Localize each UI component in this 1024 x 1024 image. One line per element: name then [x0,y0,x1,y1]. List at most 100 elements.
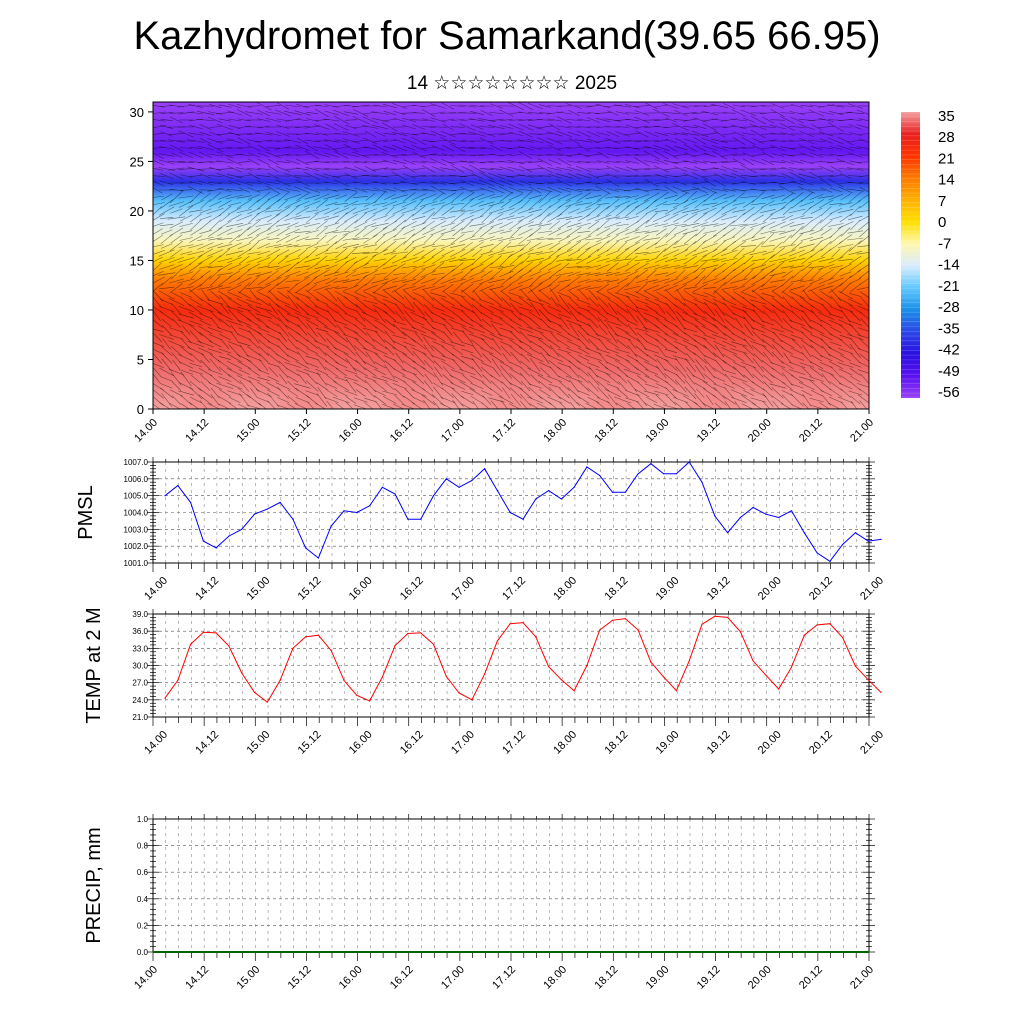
data-point [535,636,537,638]
y-axis-label: TEMP at 2 M [83,607,105,723]
warm-surface-blob [577,347,650,409]
data-point [765,513,767,515]
y-tick-label: 36.0 [132,627,148,636]
data-point [536,951,538,953]
x-tick-label: 20.12 [807,575,835,603]
data-point [356,511,358,514]
data-point [817,951,819,953]
data-point [266,701,268,703]
data-point [190,951,192,953]
data-point [752,506,754,509]
data-point [778,951,781,953]
x-tick-label: 16.00 [347,729,375,757]
data-point [637,473,639,475]
data-point [382,951,384,953]
pressure-panel: 1001.0 1002.0 1003.0 1004.0 1005.0 1006.0 1007… [75,457,886,603]
data-point [867,540,869,542]
y-tick-label: 0.4 [137,895,149,904]
data-point [177,485,179,487]
data-point [471,699,473,701]
data-point [804,951,806,953]
data-point [855,951,857,953]
x-tick-label: 20.00 [746,417,774,445]
data-point [611,619,614,621]
data-point [868,951,870,953]
data-point [548,490,550,492]
x-tick-label: 21.00 [858,575,886,603]
y-tick-label: 0.8 [137,842,149,851]
x-tick-label: 16.12 [398,575,426,603]
data-point [369,951,371,953]
data-point [573,486,575,488]
data-point [471,479,473,482]
y-tick-label: 30 [130,105,144,120]
x-tick-label: 20.00 [746,964,774,992]
x-tick-label: 14.12 [193,729,221,757]
series-line [164,615,882,703]
x-tick-label: 15.12 [286,417,314,445]
data-point [228,535,230,537]
data-point [445,675,447,678]
data-point [791,951,793,953]
x-tick-label: 14.00 [142,575,170,603]
data-point [675,473,678,475]
data-point [650,661,652,663]
y-tick-label: 21.0 [132,713,148,722]
data-point [714,615,716,617]
data-point [202,540,204,542]
y-tick-label: 0.2 [137,921,149,930]
x-tick-label: 15.00 [244,729,272,757]
data-point [523,951,525,953]
data-point [344,951,346,953]
data-point [484,673,486,675]
x-tick-label: 19.12 [695,417,723,445]
x-tick-label: 19.00 [654,729,682,757]
colorbar-label: -49 [938,363,960,380]
x-tick-label: 18.00 [541,964,569,992]
x-tick-label: 19.12 [705,575,733,603]
x-tick-label: 16.00 [337,417,365,445]
x-tick-label: 19.00 [644,417,672,445]
data-point [727,951,730,953]
x-tick-label: 19.00 [644,964,672,992]
data-point [624,491,626,493]
data-point [651,951,653,953]
data-point [420,951,423,953]
warm-surface-blob [679,347,752,409]
data-point [330,650,332,652]
data-point [587,951,589,953]
data-point [178,951,180,953]
colorbar-label: -28 [938,299,960,316]
data-point [164,697,166,699]
x-tick-label: 18.00 [551,729,579,757]
y-tick-label: 1007.0 [124,458,149,467]
precipitation-panel: 0.0 0.2 0.4 0.6 0.8 1.0 14.00 14.12 15.00 15.12 16… [83,814,876,992]
y-tick-label: 24.0 [132,696,148,705]
data-point [330,525,332,527]
y-tick-label: 0.6 [137,868,149,877]
x-tick-label: 18.00 [541,417,569,445]
x-tick-label: 16.12 [398,729,426,757]
data-point [714,515,716,517]
colorbar-label: 14 [938,172,955,189]
data-point [612,951,614,953]
data-point [408,951,410,953]
data-point [599,951,602,953]
data-point [280,951,282,953]
data-point [765,674,767,676]
data-point [446,951,448,953]
data-point [663,951,666,953]
data-point [253,513,256,515]
data-point [739,516,742,519]
data-point [177,679,179,682]
data-point [484,951,486,953]
x-tick-label: 17.00 [449,575,477,603]
data-point [433,951,435,953]
data-point [496,640,498,642]
data-point [522,518,524,520]
data-point [702,951,704,953]
x-tick-label: 14.12 [183,964,211,992]
y-tick-label: 1004.0 [124,509,149,518]
colorbar-label: -35 [938,320,960,337]
data-point [688,660,690,662]
